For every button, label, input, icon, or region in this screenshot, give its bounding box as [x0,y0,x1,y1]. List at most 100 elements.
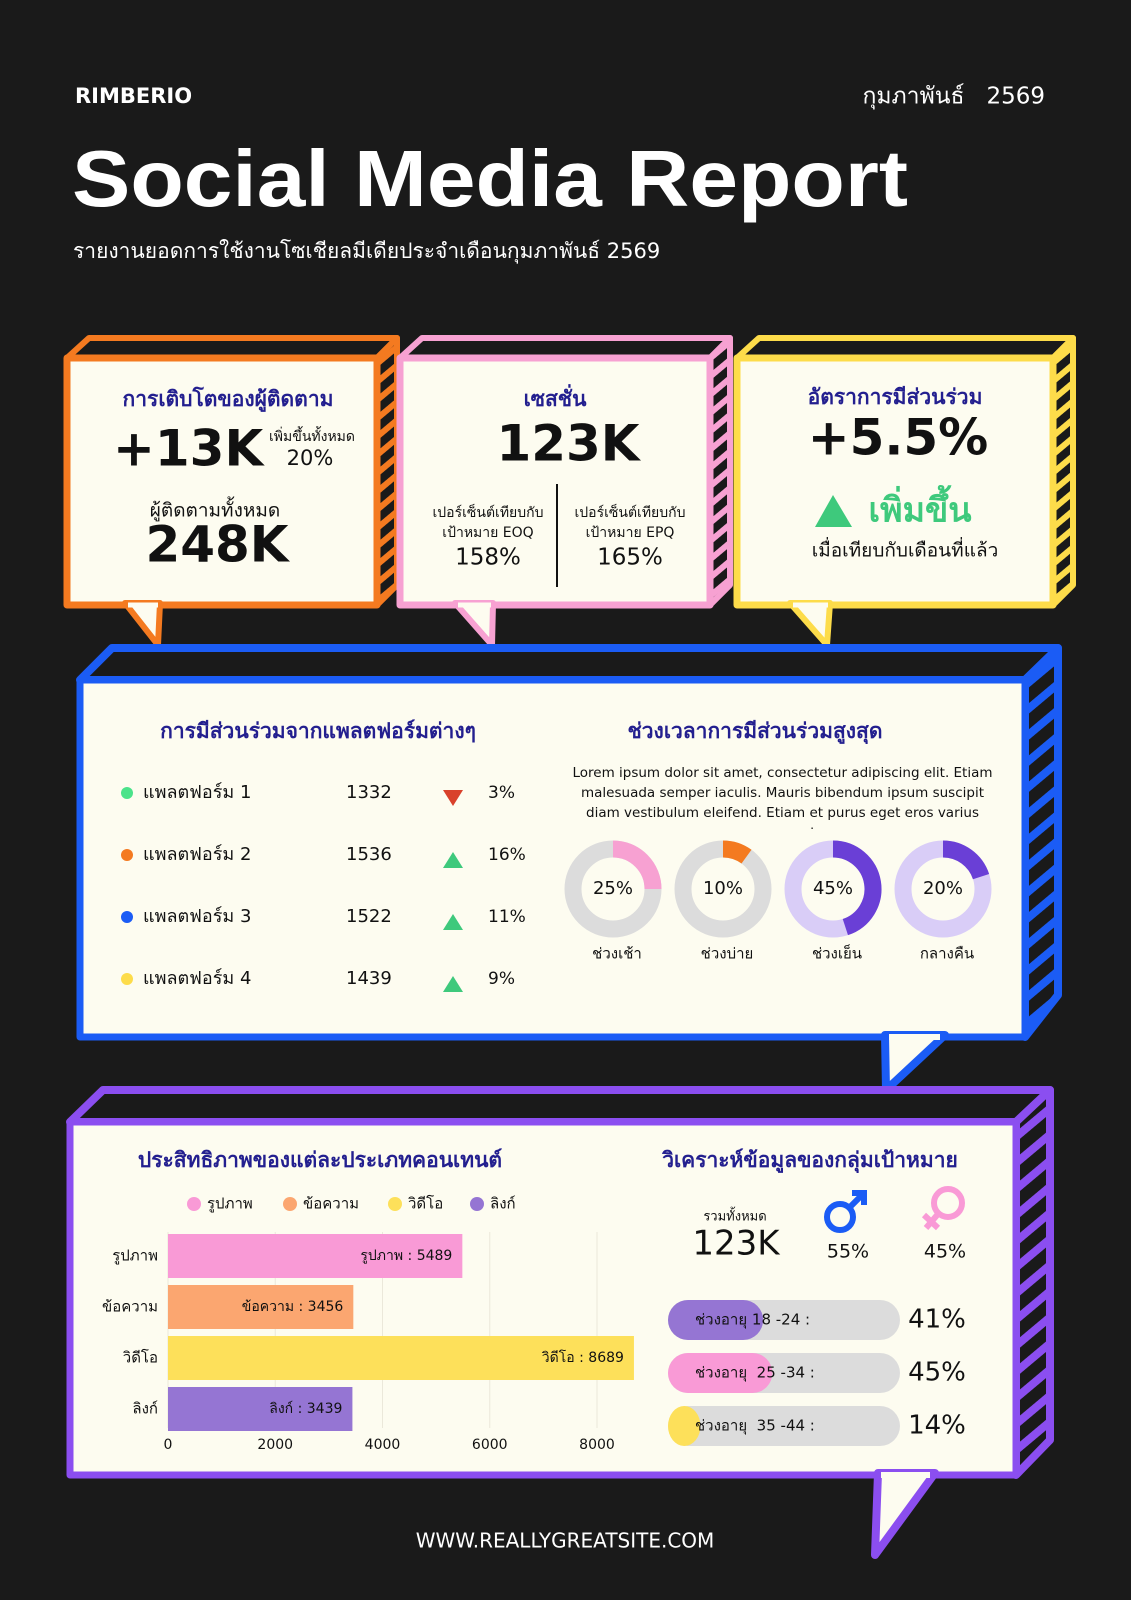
total: 248K [145,516,290,574]
donut-label: 10% [703,878,743,899]
legend-label: วิดีโอ [407,1195,443,1213]
age-bar [668,1300,764,1340]
age-track [668,1406,900,1446]
trend: เพิ่มขึ้น [869,485,972,531]
engagement-card [733,335,1076,648]
up-arrow [443,914,463,930]
donut-label: 45% [813,878,853,899]
brand: RIMBERIO [75,84,192,108]
age-value: 14% [908,1411,966,1441]
bar-label: ข้อความ : 3456 [242,1299,344,1315]
sessions-value: 123K [496,415,641,473]
age-label: ช่วงอายุ 18 -24 : [695,1311,810,1330]
total-label: รวมทั้งหมด [703,1207,766,1225]
platform-value: 1332 [346,782,392,803]
female-icon [921,1186,965,1231]
platform-change: 9% [488,969,515,989]
age-bar [668,1353,773,1393]
total: 123K [692,1224,781,1264]
bar-label: วิดีโอ : 8689 [542,1349,624,1366]
bar-label: รูปภาพ : 5489 [360,1248,452,1264]
card-title: อัตราการมีส่วนร่วม [808,385,983,409]
y-tick-label: รูปภาพ [112,1247,158,1265]
section-title: การมีส่วนร่วมจากแพลตฟอร์มต่างๆ [160,719,476,743]
up-arrow [815,495,852,527]
peak-text: Lorem ipsum dolor sit amet, consectetur … [572,765,993,829]
card-title: การเติบโตของผู้ติดตาม [123,386,334,413]
increase: 20% [287,446,334,470]
y-tick-label: ข้อความ [102,1298,158,1316]
age-value: 41% [908,1305,966,1335]
legend-label: ข้อความ [303,1195,359,1213]
age-label: ช่วงอายุ 25 -34 : [695,1364,815,1383]
y-tick-label: ลิงก์ [132,1400,158,1418]
donut-arc [722,840,752,864]
total-label: ผู้ติดตามทั้งหมด [150,497,281,522]
age-label: ช่วงอายุ 35 -44 : [695,1417,815,1436]
platform-value: 1522 [346,906,392,927]
legend-dot [388,1197,402,1211]
title: Social Media Report [72,134,908,223]
date: กุมภาพันธ์ 2569 [862,83,1045,110]
platform-change: 3% [488,783,515,803]
up-arrow [443,976,463,992]
section-title: ประสิทธิภาพของแต่ละประเภทคอนเทนต์ [138,1148,502,1172]
platform-dot [121,911,133,923]
donut-category: ช่วงบ่าย [701,945,754,963]
footer-url: WWW.REALLYGREATSITE.COM [416,1529,715,1553]
donut-arc [612,840,662,890]
peak-text-box: Lorem ipsum dolor sit amet, consectetur … [572,765,993,829]
donut-label: 20% [923,878,963,899]
x-tick-label: 0 [164,1437,173,1453]
target-label: เป้าหมาย EPQ [586,525,675,541]
platform-change: 11% [488,907,526,927]
platform-dot [121,787,133,799]
down-arrow [443,790,463,806]
up-arrow [443,852,463,868]
x-tick-label: 6000 [472,1437,508,1453]
bar-label: ลิงก์ : 3439 [269,1400,342,1417]
legend-label: รูปภาพ [207,1195,253,1213]
legend-label: ลิงก์ [490,1195,516,1213]
donut-arc [832,840,882,936]
platform-name: แพลตฟอร์ม 1 [143,782,251,803]
section-title: วิเคราะห์ข้อมูลของกลุ่มเป้าหมาย [661,1148,958,1174]
target-value: 165% [597,545,663,571]
target-label: เป้าหมาย EOQ [442,525,533,541]
y-tick-label: วิดีโอ [122,1349,158,1367]
legend-dot [470,1197,484,1211]
target-label: เปอร์เซ็นต์เทียบกับ [574,503,685,521]
x-tick-label: 8000 [579,1437,615,1453]
donut-arc [942,840,990,880]
platform-value: 1536 [346,844,392,865]
age-bar [668,1406,701,1446]
platform-change: 16% [488,845,526,865]
bar [168,1285,354,1329]
x-tick-label: 2000 [257,1437,293,1453]
section-title: ช่วงเวลาการมีส่วนร่วมสูงสุด [628,719,883,745]
platform-dot [121,973,133,985]
card-title: เซสชั่น [524,383,588,411]
platform-panel [76,644,1062,1094]
male-icon [824,1190,867,1233]
bar [168,1234,463,1278]
platform-value: 1439 [346,968,392,989]
rate-value: +5.5% [808,409,989,467]
legend-dot [283,1197,297,1211]
x-tick-label: 4000 [365,1437,401,1453]
sessions-card [396,335,733,648]
age-value: 45% [908,1358,966,1388]
donut-category: ช่วงเช้า [592,945,642,963]
platform-dot [121,849,133,861]
donut-label: 25% [593,878,633,899]
increase-label: เพิ่มขึ้นทั้งหมด [269,426,355,445]
target-value: 158% [455,545,521,571]
target-label: เปอร์เซ็นต์เทียบกับ [432,503,543,521]
subtitle: รายงานยอดการใช้งานโซเชียลมีเดียประจำเดือ… [73,239,660,264]
followers-card [63,335,400,648]
note: เมื่อเทียบกับเดือนที่แล้ว [812,537,999,562]
bar [168,1336,634,1380]
bar [168,1387,353,1431]
platform-name: แพลตฟอร์ม 3 [143,906,251,927]
